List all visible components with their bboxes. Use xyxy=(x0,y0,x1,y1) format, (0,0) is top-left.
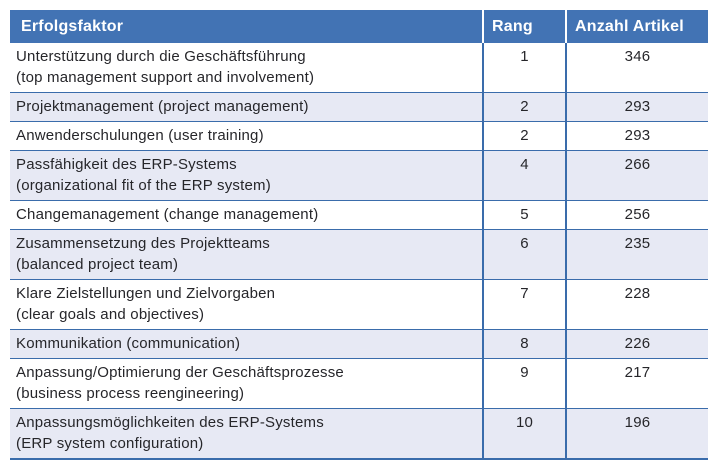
table-row: Klare Zielstellungen und Zielvorgaben (c… xyxy=(10,279,708,330)
article-count-cell: 226 xyxy=(565,329,708,359)
article-count-cell: 228 xyxy=(565,279,708,330)
table-row: Kommunikation (communication) 8 226 xyxy=(10,329,708,359)
factor-cell: Anwenderschulungen (user training) xyxy=(16,127,264,144)
rank-cell: 10 xyxy=(482,408,566,459)
factor-cell: Projektmanagement (project management) xyxy=(16,98,309,115)
table-header: Erfolgsfaktor Rang Anzahl Artikel xyxy=(10,10,708,43)
rank-cell: 2 xyxy=(482,92,566,122)
factor-cell: Unterstützung durch die Geschäftsführung… xyxy=(16,48,315,86)
factor-cell: Klare Zielstellungen und Zielvorgaben (c… xyxy=(16,285,276,323)
table-body: Unterstützung durch die Geschäftsführung… xyxy=(10,43,708,459)
rank-cell: 5 xyxy=(482,200,566,230)
factor-cell: Anpassungsmöglichkeiten des ERP-Systems … xyxy=(16,414,324,452)
factor-cell: Kommunikation (communication) xyxy=(16,335,241,352)
table-row: Anpassungsmöglichkeiten des ERP-Systems … xyxy=(10,408,708,459)
table-row: Projektmanagement (project management) 2… xyxy=(10,92,708,122)
success-factors-table: Erfolgsfaktor Rang Anzahl Artikel Unters… xyxy=(10,10,708,460)
table-row: Changemanagement (change management) 5 2… xyxy=(10,200,708,230)
rank-cell: 8 xyxy=(482,329,566,359)
article-count-cell: 217 xyxy=(565,358,708,409)
article-count-cell: 235 xyxy=(565,229,708,280)
factor-cell: Zusammensetzung des Projektteams (balanc… xyxy=(16,235,271,273)
article-count-cell: 346 xyxy=(565,43,708,93)
article-count-cell: 293 xyxy=(565,92,708,122)
rank-cell: 7 xyxy=(482,279,566,330)
factor-cell: Anpassung/Optimierung der Geschäftsproze… xyxy=(16,364,344,402)
table-row: Anpassung/Optimierung der Geschäftsproze… xyxy=(10,358,708,409)
article-count-cell: 266 xyxy=(565,150,708,201)
table-row: Zusammensetzung des Projektteams (balanc… xyxy=(10,229,708,280)
table-row: Unterstützung durch die Geschäftsführung… xyxy=(10,43,708,93)
table-row: Anwenderschulungen (user training) 2 293 xyxy=(10,121,708,151)
rank-cell: 2 xyxy=(482,121,566,151)
column-header-erfolgsfaktor: Erfolgsfaktor xyxy=(10,10,483,43)
table-row: Passfähigkeit des ERP-Systems (organizat… xyxy=(10,150,708,201)
factor-cell: Changemanagement (change management) xyxy=(16,206,319,223)
rank-cell: 6 xyxy=(482,229,566,280)
column-header-rang: Rang xyxy=(482,10,566,43)
column-header-anzahl-artikel: Anzahl Artikel xyxy=(565,10,708,43)
rank-cell: 9 xyxy=(482,358,566,409)
article-count-cell: 256 xyxy=(565,200,708,230)
article-count-cell: 196 xyxy=(565,408,708,459)
factor-cell: Passfähigkeit des ERP-Systems (organizat… xyxy=(16,156,271,194)
article-count-cell: 293 xyxy=(565,121,708,151)
rank-cell: 4 xyxy=(482,150,566,201)
header-row: Erfolgsfaktor Rang Anzahl Artikel xyxy=(10,10,708,43)
rank-cell: 1 xyxy=(482,43,566,93)
